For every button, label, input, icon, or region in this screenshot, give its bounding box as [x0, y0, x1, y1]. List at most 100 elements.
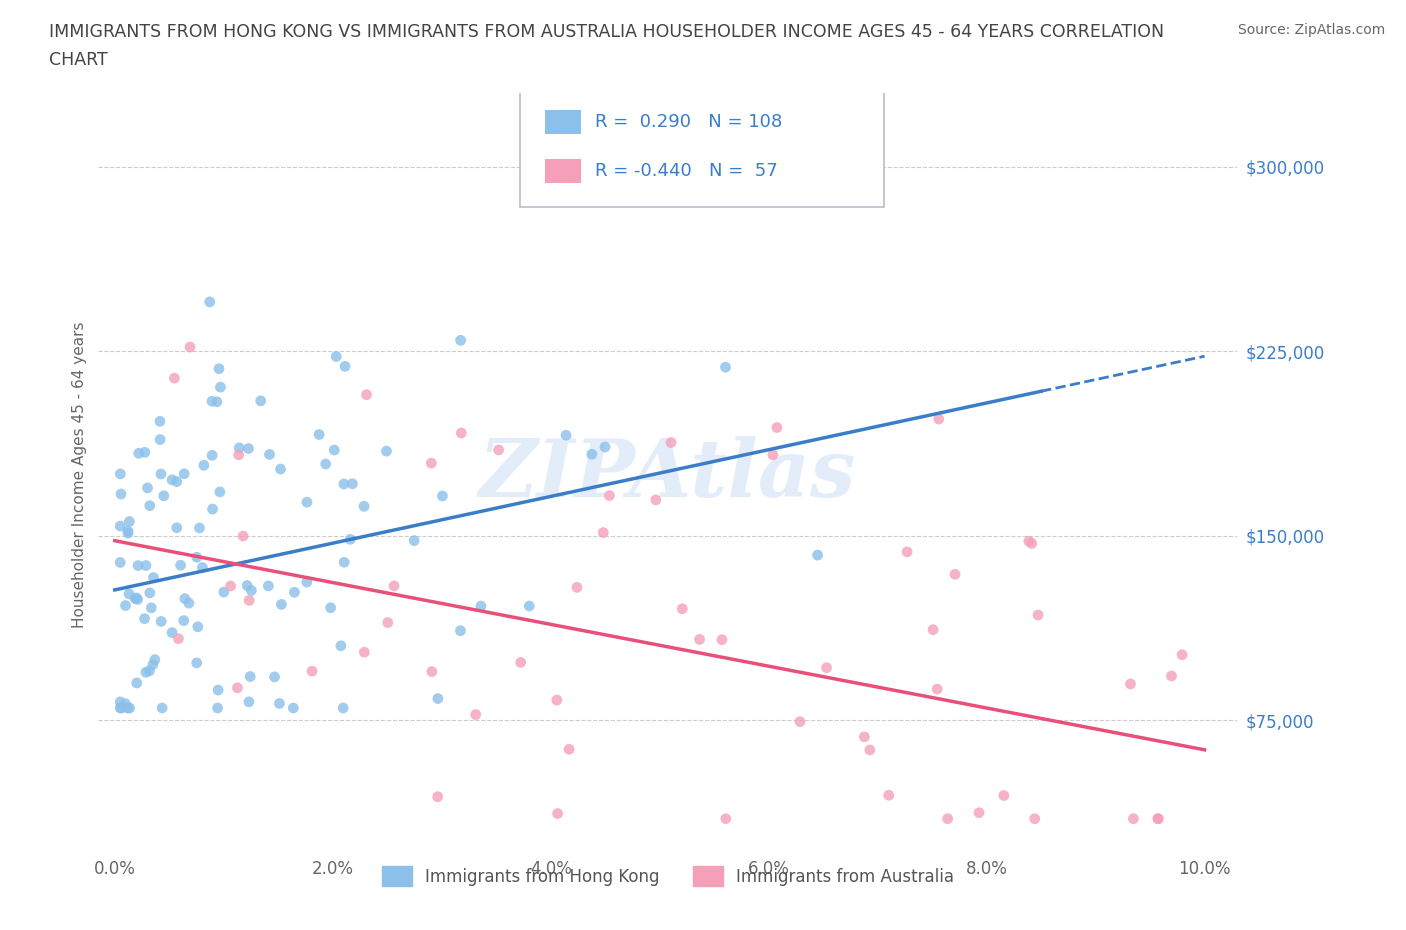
Point [356, 387, 378, 402]
Point [263, 670, 285, 684]
Point [806, 548, 828, 563]
Point [714, 811, 737, 826]
Point [117, 524, 139, 538]
Point [186, 656, 208, 671]
Point [1146, 811, 1168, 826]
Point [450, 333, 472, 348]
Point [139, 586, 162, 601]
Point [967, 805, 990, 820]
Point [766, 420, 789, 435]
Point [689, 632, 711, 647]
Point [488, 443, 510, 458]
Point [877, 788, 900, 803]
Point [853, 729, 876, 744]
Point [333, 359, 356, 374]
Point [710, 632, 733, 647]
Point [177, 596, 200, 611]
Point [173, 591, 195, 606]
Point [558, 742, 581, 757]
Point [1160, 669, 1182, 684]
Point [339, 532, 361, 547]
Point [219, 578, 242, 593]
Point [136, 481, 159, 496]
Point [671, 602, 693, 617]
Point [240, 583, 263, 598]
Point [1122, 811, 1144, 826]
Point [110, 700, 132, 715]
Point [555, 428, 578, 443]
Point [188, 521, 211, 536]
Point [259, 447, 281, 462]
Y-axis label: Householder Income Ages 45 - 64 years: Householder Income Ages 45 - 64 years [72, 321, 87, 628]
Point [152, 488, 174, 503]
Point [546, 693, 568, 708]
Point [198, 295, 221, 310]
Point [139, 498, 162, 513]
Point [375, 444, 398, 458]
Point [283, 700, 305, 715]
Text: Source: ZipAtlas.com: Source: ZipAtlas.com [1237, 23, 1385, 37]
Point [207, 683, 229, 698]
Point [118, 514, 141, 529]
Point [143, 652, 166, 667]
Point [201, 393, 224, 408]
Point [593, 440, 616, 455]
Point [114, 697, 136, 711]
Point [332, 700, 354, 715]
Point [333, 555, 356, 570]
Point [325, 349, 347, 364]
Point [1171, 647, 1194, 662]
Point [517, 599, 540, 614]
Point [1021, 536, 1043, 551]
Point [420, 664, 443, 679]
Point [110, 519, 132, 534]
Point [581, 446, 603, 461]
Point [993, 788, 1015, 803]
Point [128, 445, 150, 460]
Point [142, 658, 165, 672]
Point [598, 488, 620, 503]
Point [762, 447, 785, 462]
Point [922, 622, 945, 637]
Point [228, 441, 250, 456]
Point [301, 664, 323, 679]
Point [450, 426, 472, 441]
Point [308, 427, 330, 442]
Point [149, 432, 172, 447]
Point [236, 578, 259, 593]
Point [191, 560, 214, 575]
Point [1018, 534, 1040, 549]
Point [179, 339, 201, 354]
Point [135, 665, 157, 680]
Point [238, 441, 260, 456]
Point [333, 476, 356, 491]
Text: R =  0.290   N = 108: R = 0.290 N = 108 [595, 113, 782, 131]
Point [193, 458, 215, 472]
Point [353, 644, 375, 659]
Point [1119, 676, 1142, 691]
Point [163, 371, 186, 386]
Point [815, 660, 838, 675]
Point [134, 445, 156, 459]
Point [927, 682, 949, 697]
Point [432, 488, 454, 503]
Point [896, 544, 918, 559]
Point [426, 790, 449, 804]
Point [943, 567, 966, 582]
Point [118, 587, 141, 602]
Point [125, 675, 148, 690]
Point [426, 691, 449, 706]
Point [249, 393, 271, 408]
Point [173, 466, 195, 481]
Point [150, 700, 173, 715]
Point [295, 575, 318, 590]
Point [110, 486, 132, 501]
Point [142, 570, 165, 585]
Point [257, 578, 280, 593]
Point [117, 700, 139, 715]
Point [592, 525, 614, 540]
Point [565, 580, 588, 595]
Point [212, 585, 235, 600]
Point [150, 614, 173, 629]
Point [110, 467, 132, 482]
